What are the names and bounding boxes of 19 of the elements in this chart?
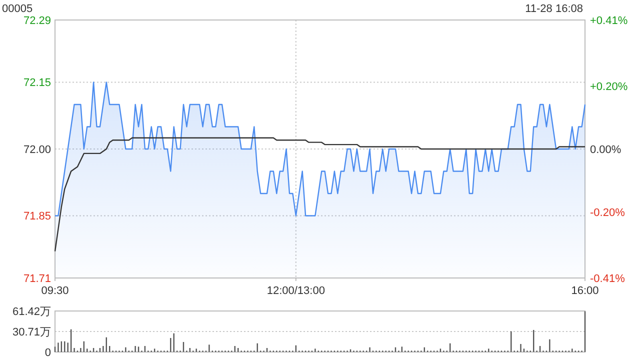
y-tick-label: 72.00 — [23, 144, 51, 156]
y-tick-label: 71.71 — [23, 272, 51, 285]
y2-tick-label: -0.41% — [590, 272, 626, 285]
chart-title: 00005 — [2, 3, 33, 15]
line-series — [54, 137, 586, 252]
y-tick-label: 0 — [44, 346, 51, 359]
y-tick-label: 72.29 — [23, 14, 51, 27]
y-tick-label: 30.71万 — [12, 326, 51, 338]
chart-subtitle: 11-28 16:08 — [525, 3, 583, 15]
x-tick-label: 09:30 — [41, 285, 69, 297]
y-tick-label: 72.15 — [23, 77, 51, 90]
y-tick-label: 61.42万 — [12, 306, 51, 318]
y-tick-label: 71.85 — [23, 210, 51, 223]
y2-tick-label: -0.20% — [590, 206, 626, 219]
y2-tick-label: 0.00% — [590, 144, 622, 156]
x-tick-label: 16:00 — [571, 285, 599, 297]
y2-tick-label: +0.41% — [590, 14, 628, 27]
y2-tick-label: +0.20% — [590, 80, 628, 93]
x-tick-label: 12:00/13:00 — [266, 285, 325, 297]
